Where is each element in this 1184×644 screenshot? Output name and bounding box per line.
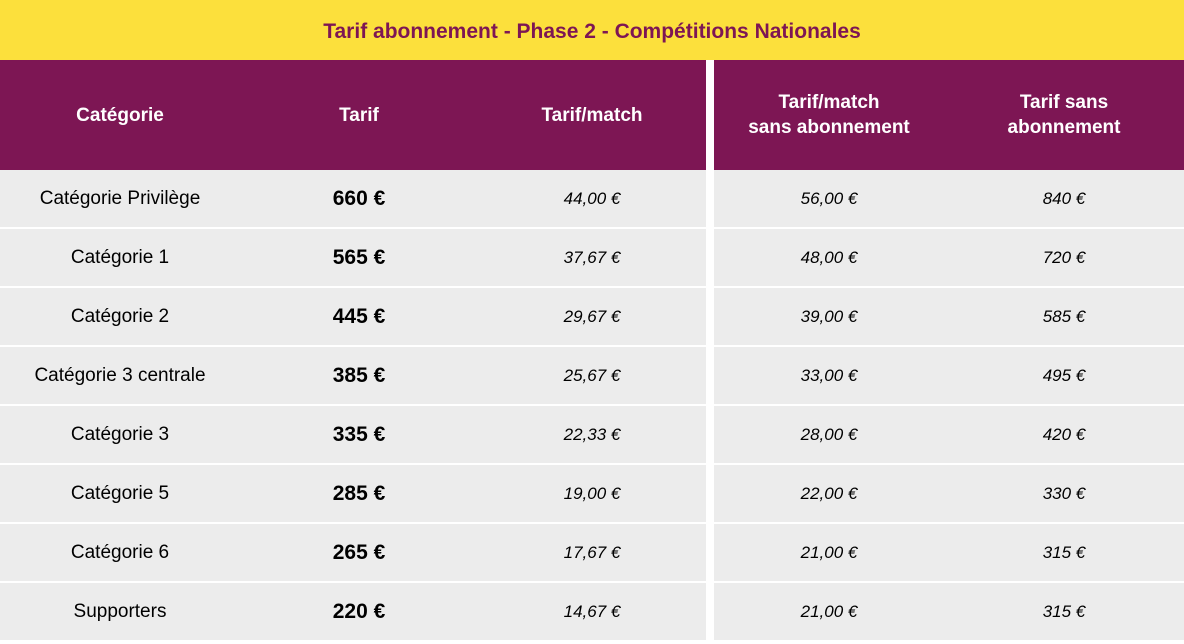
cell-tarif: 220 € — [332, 599, 386, 623]
row-background — [714, 288, 1184, 345]
cell-categorie: Catégorie 3 — [70, 423, 170, 445]
row-background — [0, 170, 706, 227]
cell-tarif: 265 € — [332, 540, 386, 564]
cell-tarif-match: 25,67 € — [563, 365, 621, 385]
column-header-tarif-match: Tarif/match — [541, 104, 643, 126]
cell-tarif-match: 37,67 € — [563, 247, 621, 267]
column-header-tarif-match-sans-abonnement: Tarif/match sans abonnement — [714, 60, 944, 170]
header-line: Tarif sans — [1019, 92, 1109, 113]
table-row: Catégorie Privilège 660 € 44,00 € 56,00 … — [0, 170, 1184, 227]
cell-categorie: Catégorie 5 — [70, 482, 170, 504]
cell-tarif-match-sans: 39,00 € — [800, 306, 858, 326]
row-background — [714, 524, 1184, 581]
table-row: Catégorie 3 centrale 385 € 25,67 € 33,00… — [0, 347, 1184, 404]
cell-tarif-match: 29,67 € — [563, 306, 621, 326]
row-background — [0, 229, 706, 286]
cell-tarif-sans: 330 € — [1042, 483, 1086, 503]
table-header-right: Tarif/match sans abonnement Tarif sans a… — [714, 60, 1184, 170]
table-title: Tarif abonnement - Phase 2 - Compétition… — [0, 0, 1184, 60]
table-row: Catégorie 3 335 € 22,33 € 28,00 € 420 € — [0, 406, 1184, 463]
cell-tarif-match: 17,67 € — [563, 542, 621, 562]
header-line: Tarif/match — [778, 92, 880, 113]
cell-tarif: 445 € — [332, 304, 386, 328]
cell-tarif-match: 19,00 € — [563, 483, 621, 503]
cell-categorie: Catégorie 6 — [70, 541, 170, 563]
row-background — [0, 406, 706, 463]
row-background — [0, 347, 706, 404]
column-header-categorie: Catégorie — [76, 104, 164, 126]
table-row: Catégorie 2 445 € 29,67 € 39,00 € 585 € — [0, 288, 1184, 345]
cell-tarif-match-sans: 33,00 € — [800, 365, 858, 385]
table-row: Catégorie 5 285 € 19,00 € 22,00 € 330 € — [0, 465, 1184, 522]
row-background — [714, 229, 1184, 286]
cell-tarif-sans: 315 € — [1042, 542, 1086, 562]
header-line: abonnement — [1007, 117, 1121, 138]
cell-tarif-match-sans: 21,00 € — [800, 542, 858, 562]
cell-tarif-sans: 720 € — [1042, 247, 1086, 267]
table-row: Catégorie 1 565 € 37,67 € 48,00 € 720 € — [0, 229, 1184, 286]
row-background — [0, 524, 706, 581]
row-background — [714, 170, 1184, 227]
cell-categorie: Catégorie 2 — [70, 305, 170, 327]
cell-tarif-match-sans: 48,00 € — [800, 247, 858, 267]
cell-tarif-sans: 420 € — [1042, 424, 1086, 444]
cell-tarif-sans: 585 € — [1042, 306, 1086, 326]
table-row: Catégorie 6 265 € 17,67 € 21,00 € 315 € — [0, 524, 1184, 581]
row-background — [714, 465, 1184, 522]
row-background — [714, 406, 1184, 463]
row-background — [714, 347, 1184, 404]
column-header-tarif-sans-abonnement: Tarif sans abonnement — [944, 60, 1184, 170]
cell-tarif-match: 22,33 € — [563, 424, 621, 444]
cell-categorie: Catégorie 3 centrale — [34, 364, 206, 386]
cell-tarif: 385 € — [332, 363, 386, 387]
cell-categorie: Supporters — [73, 600, 167, 622]
table-row: Supporters 220 € 14,67 € 21,00 € 315 € — [0, 583, 1184, 640]
cell-tarif: 565 € — [332, 245, 386, 269]
table-header-left: Catégorie Tarif Tarif/match — [0, 60, 706, 170]
row-background — [0, 583, 706, 640]
cell-tarif-sans: 315 € — [1042, 601, 1086, 621]
header-line: sans abonnement — [748, 117, 910, 138]
cell-tarif-match-sans: 21,00 € — [800, 601, 858, 621]
cell-tarif-match-sans: 22,00 € — [800, 483, 858, 503]
row-background — [0, 465, 706, 522]
cell-tarif-match: 14,67 € — [563, 601, 621, 621]
row-background — [714, 583, 1184, 640]
row-background — [0, 288, 706, 345]
cell-tarif-sans: 840 € — [1042, 188, 1086, 208]
cell-categorie: Catégorie Privilège — [39, 187, 201, 209]
cell-tarif-match-sans: 28,00 € — [800, 424, 858, 444]
cell-tarif: 660 € — [332, 186, 386, 210]
cell-categorie: Catégorie 1 — [70, 246, 170, 268]
cell-tarif-sans: 495 € — [1042, 365, 1086, 385]
cell-tarif-match: 44,00 € — [563, 188, 621, 208]
cell-tarif: 285 € — [332, 481, 386, 505]
cell-tarif: 335 € — [332, 422, 386, 446]
cell-tarif-match-sans: 56,00 € — [800, 188, 858, 208]
column-header-tarif: Tarif — [339, 104, 379, 126]
